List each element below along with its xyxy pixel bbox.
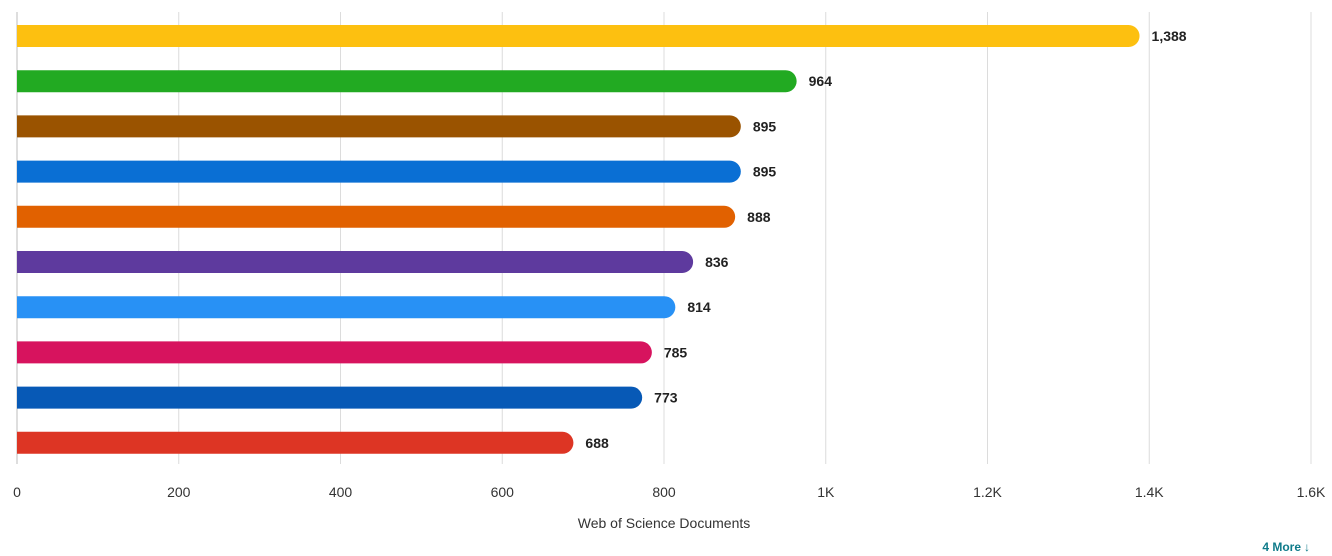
x-tick-label: 1.2K [973,484,1002,500]
bar[interactable] [17,251,694,273]
bar[interactable] [17,386,643,409]
bar-value-label: 895 [753,164,777,180]
bar[interactable] [17,70,797,93]
x-tick-label: 200 [167,484,191,500]
bar[interactable] [17,296,676,319]
bar-value-label: 895 [753,118,777,134]
bar[interactable] [17,341,652,364]
x-tick-label: 1K [817,484,835,500]
x-tick-label: 0 [13,484,21,500]
bar-value-label: 1,388 [1152,28,1187,44]
x-axis-title: Web of Science Documents [578,515,751,530]
bar[interactable] [17,431,574,454]
x-tick-label: 600 [491,484,515,500]
x-tick-label: 800 [652,484,676,500]
arrow-down-icon: ↓ [1304,540,1310,554]
bar-value-label: 814 [687,299,711,315]
bars [17,25,1140,454]
bar[interactable] [17,160,741,183]
x-tick-label: 400 [329,484,353,500]
bar[interactable] [17,25,1140,47]
bar-value-label: 836 [705,254,729,270]
bar-chart: 1,388 964 895 895 888 836 814 785 773 688 0 200 400… [13,12,1326,530]
more-button[interactable]: 4 More ↓ [1262,540,1310,554]
value-labels: 1,388 964 895 895 888 836 814 785 773 688 [585,28,1186,451]
x-axis: 0 200 400 600 800 1K 1.2K 1.4K 1.6K [13,484,1326,500]
x-tick-label: 1.4K [1135,484,1164,500]
bar-value-label: 688 [585,435,609,451]
x-tick-label: 1.6K [1297,484,1326,500]
more-label: 4 More [1262,540,1301,554]
bar-value-label: 964 [809,73,833,89]
bar[interactable] [17,115,741,138]
bar-value-label: 773 [654,390,678,406]
bar-value-label: 785 [664,344,688,360]
bar-value-label: 888 [747,209,771,225]
bar[interactable] [17,205,736,228]
